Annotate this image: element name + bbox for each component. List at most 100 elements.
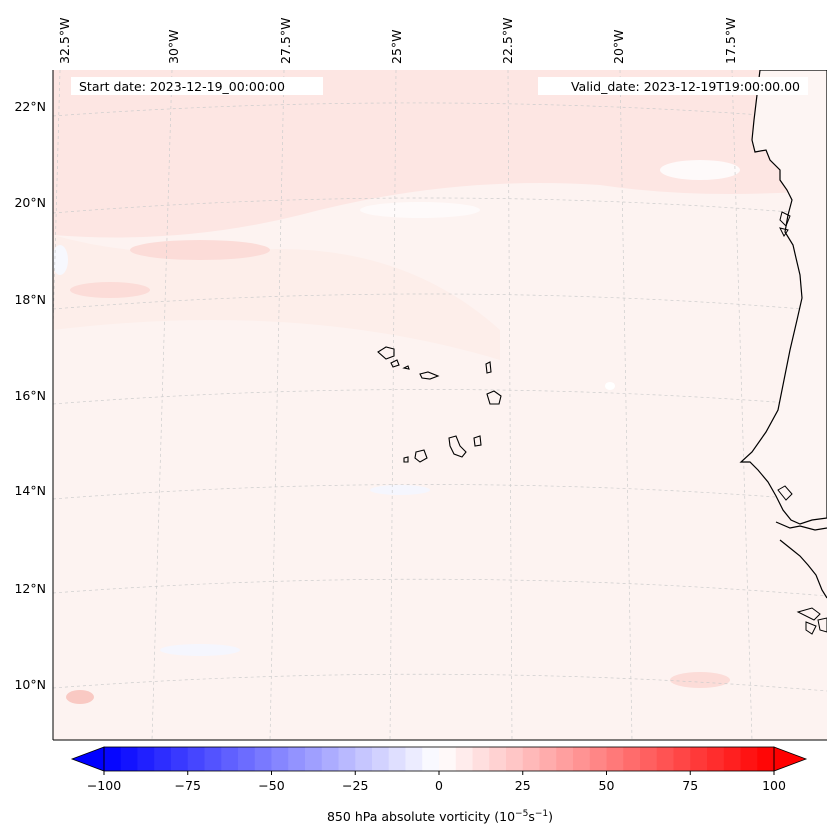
africa-coastline xyxy=(739,70,827,635)
colorbar-tick-label: −50 xyxy=(258,778,284,793)
colorbar-segment xyxy=(589,747,608,771)
colorbar-segment xyxy=(372,747,390,771)
africa-mainland xyxy=(739,70,827,525)
colorbar-segment xyxy=(422,747,440,771)
lat-label-14n: 14°N xyxy=(14,483,46,498)
colorbar: −100 −75 −50 −25 0 25 50 75 100 850 hPa absolute… xyxy=(70,746,808,824)
colorbar-title-exp2: −1 xyxy=(535,809,548,819)
colorbar-segment xyxy=(221,747,239,771)
coastal-island-4 xyxy=(779,211,791,227)
colorbar-tick-label: −25 xyxy=(342,778,368,793)
lat-label-20n: 20°N xyxy=(14,195,46,210)
colorbar-segment xyxy=(723,747,742,771)
field-patch-6 xyxy=(360,202,480,218)
colorbar-ticks: −100 −75 −50 −25 0 25 50 75 100 xyxy=(87,771,786,793)
island-santa-luzia xyxy=(402,365,410,370)
colorbar-segment xyxy=(740,747,758,771)
latitude-labels: 22°N 20°N 18°N 16°N 14°N 12°N 10°N xyxy=(14,99,46,692)
colorbar-segment xyxy=(506,747,524,771)
cape-verde-islands xyxy=(377,346,502,463)
coastal-island-3 xyxy=(777,485,793,501)
colorbar-segment xyxy=(338,747,356,771)
lon-label-22-5w: 22.5°W xyxy=(500,18,515,64)
colorbar-tick-label: −75 xyxy=(175,778,201,793)
island-santiago xyxy=(448,435,467,458)
start-date-box xyxy=(71,77,323,95)
start-date-label: Start date: 2023-12-19_00:00:00 xyxy=(79,79,285,94)
colorbar-title: 850 hPa absolute vorticity (10−5s−1) xyxy=(327,809,553,824)
colorbar-segment xyxy=(120,747,139,771)
colorbar-tick-label: 100 xyxy=(762,778,786,793)
colorbar-tick-label: 0 xyxy=(435,778,443,793)
field-patch-4 xyxy=(670,672,730,688)
colorbar-segment xyxy=(439,747,457,771)
colorbar-segment xyxy=(522,747,541,771)
colorbar-segment xyxy=(104,747,122,771)
field-patch-2 xyxy=(70,282,150,298)
lon-label-30w: 30°W xyxy=(166,29,181,64)
bijagos-islands xyxy=(796,607,821,621)
island-maio xyxy=(473,435,482,447)
field-patch-7 xyxy=(660,160,740,180)
island-sal xyxy=(485,361,492,374)
colorbar-segment xyxy=(623,747,641,771)
colorbar-segment xyxy=(137,747,155,771)
lon-label-27-5w: 27.5°W xyxy=(278,18,293,64)
coastal-island-1 xyxy=(805,621,817,635)
colorbar-segment xyxy=(656,747,675,771)
lat-label-18n: 18°N xyxy=(14,292,46,307)
lon-label-20w: 20°W xyxy=(611,29,626,64)
longitude-labels: 32.5°W 30°W 27.5°W 25°W 22.5°W 20°W 17.5… xyxy=(57,18,738,64)
colorbar-segment xyxy=(355,747,373,771)
field-patch-blue-1 xyxy=(160,644,240,656)
colorbar-segment xyxy=(238,747,256,771)
lon-label-25w: 25°W xyxy=(389,29,404,64)
valid-date-box xyxy=(538,77,808,95)
colorbar-title-exp1: −5 xyxy=(515,809,528,819)
island-brava xyxy=(403,456,409,463)
colorbar-segment xyxy=(271,747,289,771)
colorbar-segment xyxy=(707,747,725,771)
island-fogo xyxy=(414,449,428,463)
colorbar-segment xyxy=(321,747,340,771)
lon-label-17-5w: 17.5°W xyxy=(723,18,738,64)
vorticity-field xyxy=(53,70,827,740)
colorbar-segment xyxy=(640,747,658,771)
field-patch-1 xyxy=(130,240,270,260)
colorbar-tick-label: 25 xyxy=(515,778,531,793)
island-sao-vicente xyxy=(390,359,400,368)
colorbar-min-extend xyxy=(70,746,105,772)
colorbar-segments xyxy=(104,747,775,771)
colorbar-max-extend xyxy=(773,746,808,772)
colorbar-segment xyxy=(288,747,306,771)
field-band-mid xyxy=(53,235,500,360)
colorbar-segment xyxy=(254,747,273,771)
coastal-island-2 xyxy=(817,617,827,633)
coastal-island-5 xyxy=(779,227,789,237)
colorbar-segment xyxy=(472,747,490,771)
colorbar-segment xyxy=(690,747,708,771)
colorbar-title-mid: s xyxy=(528,809,535,824)
colorbar-segment xyxy=(455,747,474,771)
island-santo-antao xyxy=(377,346,395,360)
lon-label-32-5w: 32.5°W xyxy=(57,18,72,64)
colorbar-segment xyxy=(171,747,189,771)
colorbar-segment xyxy=(405,747,423,771)
gambia-coast xyxy=(775,521,827,531)
colorbar-segment xyxy=(539,747,557,771)
field-patch-blue-3 xyxy=(53,245,68,275)
colorbar-tick-label: 75 xyxy=(682,778,698,793)
field-patch-3 xyxy=(66,690,94,704)
colorbar-segment xyxy=(556,747,574,771)
colorbar-segment xyxy=(388,747,407,771)
colorbar-segment xyxy=(757,747,775,771)
colorbar-segment xyxy=(606,747,624,771)
island-sao-nicolau xyxy=(419,371,440,380)
colorbar-segment xyxy=(489,747,507,771)
field-patch-blue-2 xyxy=(370,485,430,495)
colorbar-segment xyxy=(154,747,172,771)
graticule xyxy=(53,70,827,740)
colorbar-tick-label: −100 xyxy=(87,778,121,793)
field-patch-5 xyxy=(605,382,615,390)
